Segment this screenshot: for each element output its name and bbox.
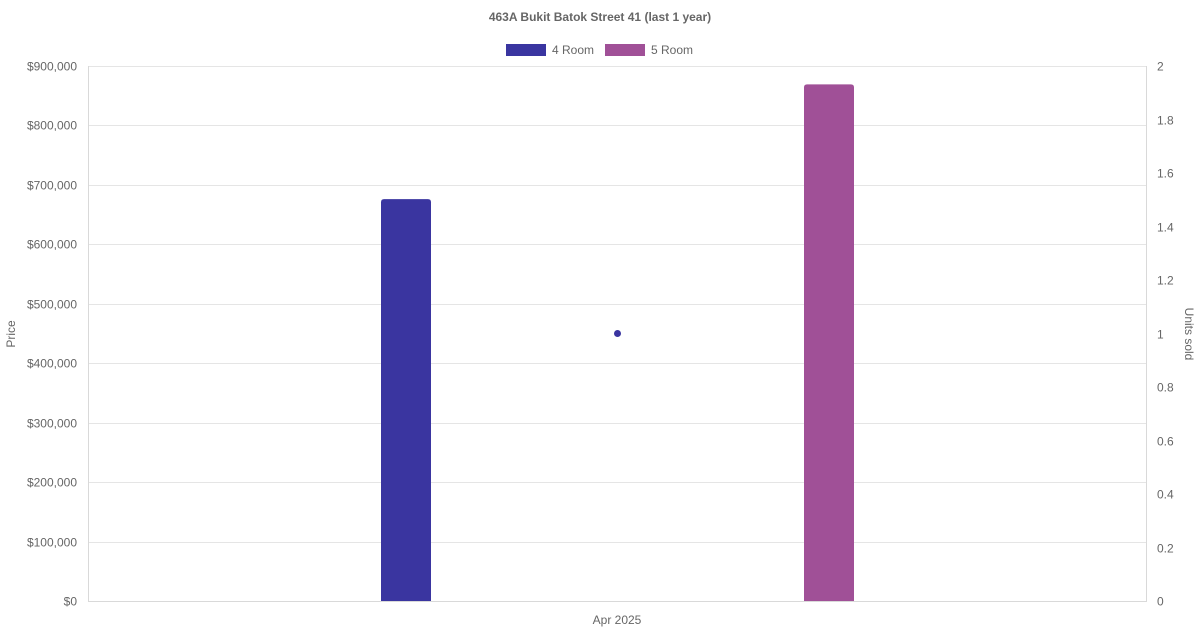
y-tick-label-right: 0.4	[1157, 488, 1174, 502]
y-tick-label-right: 0.2	[1157, 542, 1174, 556]
y-axis-left-title: Price	[4, 320, 18, 348]
y-tick-label-right: 0.8	[1157, 381, 1174, 395]
data-marks	[381, 84, 854, 601]
legend: 4 Room 5 Room	[506, 43, 693, 57]
legend-label-5-room: 5 Room	[651, 43, 693, 57]
y-tick-label-left: $800,000	[27, 119, 77, 133]
legend-swatch-4-room	[506, 44, 546, 56]
y-tick-label-right: 1.2	[1157, 274, 1174, 288]
legend-label-4-room: 4 Room	[552, 43, 594, 57]
y-tick-label-right: 1.8	[1157, 114, 1174, 128]
y-tick-label-left: $0	[64, 595, 78, 609]
legend-item-4-room[interactable]: 4 Room	[506, 43, 594, 57]
y-tick-label-left: $300,000	[27, 417, 77, 431]
y-tick-label-right: 2	[1157, 60, 1164, 74]
chart-title: 463A Bukit Batok Street 41 (last 1 year)	[489, 10, 711, 24]
y-tick-label-left: $100,000	[27, 536, 77, 550]
y-axis-right-ticks: 0 0.2 0.4 0.6 0.8 1 1.2 1.4 1.6 1.8 2	[1157, 60, 1174, 609]
units-sold-point[interactable]	[614, 330, 621, 337]
y-tick-label-left: $400,000	[27, 357, 77, 371]
legend-swatch-5-room	[605, 44, 645, 56]
y-tick-label-right: 0.6	[1157, 435, 1174, 449]
y-tick-label-right: 1	[1157, 328, 1164, 342]
y-axis-right-title: Units sold	[1182, 308, 1196, 361]
y-tick-label-right: 1.4	[1157, 221, 1174, 235]
y-tick-label-right: 0	[1157, 595, 1164, 609]
y-tick-label-left: $700,000	[27, 179, 77, 193]
bar-4-room[interactable]	[381, 199, 431, 601]
y-axis-left-ticks: $0 $100,000 $200,000 $300,000 $400,000 $500,0…	[27, 60, 77, 609]
bar-5-room[interactable]	[804, 84, 854, 601]
y-tick-label-left: $200,000	[27, 476, 77, 490]
grid-lines	[88, 66, 1147, 543]
x-tick-label: Apr 2025	[593, 613, 642, 627]
y-tick-label-left: $500,000	[27, 298, 77, 312]
y-tick-label-left: $600,000	[27, 238, 77, 252]
y-tick-label-left: $900,000	[27, 60, 77, 74]
y-tick-label-right: 1.6	[1157, 167, 1174, 181]
legend-item-5-room[interactable]: 5 Room	[605, 43, 693, 57]
